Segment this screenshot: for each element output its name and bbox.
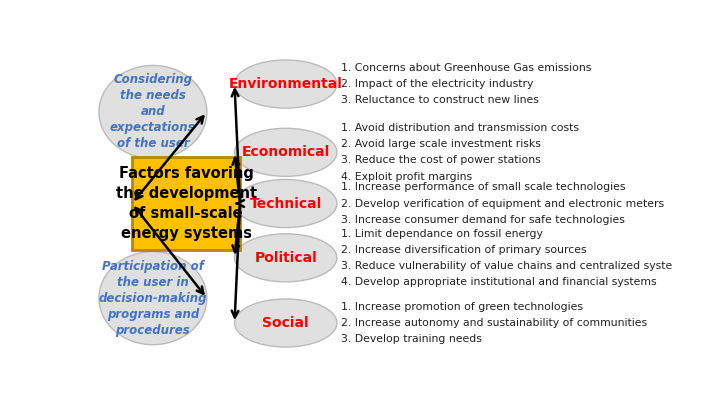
Ellipse shape bbox=[234, 299, 337, 347]
Ellipse shape bbox=[234, 60, 337, 108]
Text: 2. Avoid large scale investment risks: 2. Avoid large scale investment risks bbox=[341, 139, 541, 149]
Ellipse shape bbox=[234, 179, 337, 228]
Text: Political: Political bbox=[254, 251, 317, 265]
Text: Environmental: Environmental bbox=[228, 77, 343, 91]
Text: 1. Avoid distribution and transmission costs: 1. Avoid distribution and transmission c… bbox=[341, 123, 579, 133]
Text: Factors favoring
the development
of small-scale
energy systems: Factors favoring the development of smal… bbox=[116, 166, 256, 241]
Text: 1. Limit dependance on fossil energy: 1. Limit dependance on fossil energy bbox=[341, 229, 543, 239]
FancyBboxPatch shape bbox=[132, 157, 240, 250]
Text: 3. Reluctance to construct new lines: 3. Reluctance to construct new lines bbox=[341, 95, 539, 105]
Text: 4. Develop appropriate institutional and financial systems: 4. Develop appropriate institutional and… bbox=[341, 277, 657, 287]
Text: 2. Increase autonomy and sustainability of communities: 2. Increase autonomy and sustainability … bbox=[341, 318, 647, 328]
Text: 4. Exploit profit margins: 4. Exploit profit margins bbox=[341, 172, 472, 181]
Text: Technical: Technical bbox=[250, 197, 322, 210]
Text: Economical: Economical bbox=[241, 145, 330, 159]
Text: 3. Increase consumer demand for safe technologies: 3. Increase consumer demand for safe tec… bbox=[341, 215, 625, 224]
Text: 1. Concerns about Greenhouse Gas emissions: 1. Concerns about Greenhouse Gas emissio… bbox=[341, 63, 591, 73]
Text: 2. Develop verification of equipment and electronic meters: 2. Develop verification of equipment and… bbox=[341, 199, 664, 208]
Text: Considering
the needs
and
expectations
of the user: Considering the needs and expectations o… bbox=[110, 73, 196, 150]
Text: 1. Increase promotion of green technologies: 1. Increase promotion of green technolog… bbox=[341, 302, 583, 312]
Text: 2. Impact of the electricity industry: 2. Impact of the electricity industry bbox=[341, 79, 533, 89]
Text: Social: Social bbox=[262, 316, 309, 330]
Ellipse shape bbox=[234, 234, 337, 282]
Text: Participation of
the user in
decision-making
programs and
procedures: Participation of the user in decision-ma… bbox=[99, 260, 207, 337]
Text: 3. Reduce the cost of power stations: 3. Reduce the cost of power stations bbox=[341, 156, 540, 165]
Ellipse shape bbox=[99, 251, 207, 345]
Text: 1. Increase performance of small scale technologies: 1. Increase performance of small scale t… bbox=[341, 183, 625, 192]
Text: 3. Develop training needs: 3. Develop training needs bbox=[341, 334, 482, 344]
Ellipse shape bbox=[234, 128, 337, 177]
Text: 3. Reduce vulnerability of value chains and centralized syste: 3. Reduce vulnerability of value chains … bbox=[341, 261, 673, 271]
Ellipse shape bbox=[99, 65, 207, 158]
Text: 2. Increase diversification of primary sources: 2. Increase diversification of primary s… bbox=[341, 245, 587, 255]
